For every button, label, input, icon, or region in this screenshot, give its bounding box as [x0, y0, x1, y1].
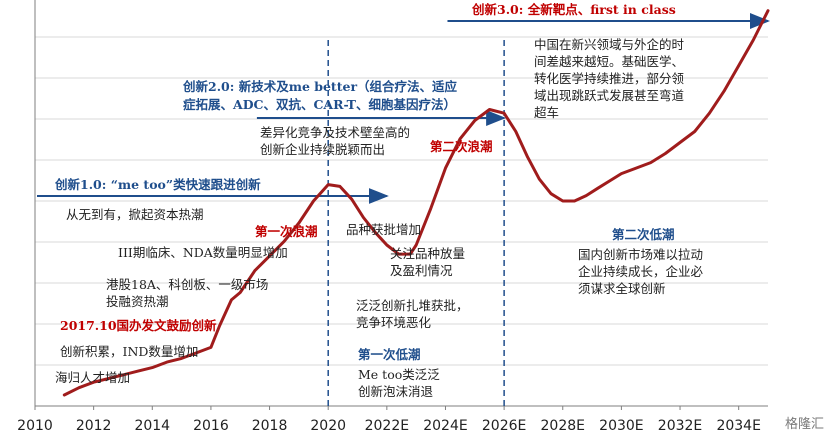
annotation-hk18a-line1: 港股18A、科创板、一级市场	[106, 277, 269, 292]
annotation-capital-boom: 从无到有，掀起资本热潮	[66, 207, 204, 222]
x-tick-label: 2026E	[482, 418, 526, 434]
annotation-global-line2: 企业持续成长，企业必	[578, 264, 704, 279]
annotation-differentiation-line2: 创新企业持续脱颖而出	[260, 142, 386, 157]
x-tick-label: 2028E	[541, 418, 585, 434]
x-tick-label: 2034E	[716, 418, 760, 434]
annotation-approvals-increase: 品种获批增加	[346, 222, 422, 237]
annotation-policy-2017: 2017.10国办发文鼓励创新	[60, 318, 217, 333]
annotation-crowded-line1: 泛泛创新扎堆获批，	[356, 298, 469, 313]
annotation-global-line1: 国内创新市场难以拉动	[578, 247, 704, 262]
x-tick-label: 2020	[310, 418, 346, 434]
annotation-differentiation-line1: 差异化竞争及技术壁垒高的	[260, 125, 411, 140]
label-first-low: 第一次低潮	[358, 347, 421, 362]
phase-header-2-line1: 创新2.0: 新技术及me better（组合疗法、适应	[183, 79, 458, 94]
annotation-gap-line4: 域出现跳跃式发展甚至弯道	[534, 88, 685, 103]
annotation-phase3-nda: III期临床、NDA数量明显增加	[118, 245, 288, 260]
phase-header-3: 创新3.0: 全新靶点、first in class	[472, 2, 676, 17]
x-tick-label: 2022E	[365, 418, 409, 434]
annotation-bubble-line2: 创新泡沫消退	[358, 384, 434, 399]
label-first-wave: 第一次浪潮	[255, 224, 318, 239]
x-tick-label: 2018	[252, 418, 288, 434]
annotation-returnee-talent: 海归人才增加	[55, 370, 131, 385]
annotation-sales-focus-line1: 关注品种放量	[390, 246, 466, 261]
x-tick-label: 2014	[134, 418, 170, 434]
annotation-crowded-line2: 竞争环境恶化	[356, 315, 432, 330]
x-tick-label: 2010	[17, 418, 53, 434]
annotation-global-line3: 须谋求全球创新	[578, 281, 666, 296]
annotation-bubble-line1: Me too类泛泛	[358, 367, 440, 382]
x-tick-label: 2012	[76, 418, 112, 434]
x-tick-label: 2016	[193, 418, 229, 434]
label-second-wave: 第二次浪潮	[430, 139, 493, 154]
annotation-gap-line3: 转化医学持续推进，部分领	[534, 71, 685, 86]
series-line	[62, 9, 770, 397]
phase-header-2-line2: 症拓展、ADC、双抗、CAR-T、细胞基因疗法）	[183, 97, 456, 112]
watermark-logo: 格隆汇	[784, 417, 824, 432]
annotation-gap-line1: 中国在新兴领域与外企的时	[534, 37, 685, 52]
annotation-gap-line5: 超车	[534, 105, 560, 120]
x-tick-label: 2032E	[658, 418, 702, 434]
annotation-ind-increase: 创新积累，IND数量增加	[60, 344, 199, 359]
annotation-gap-line2: 间差越来越短。基础医学、	[534, 54, 685, 69]
x-tick-label: 2024E	[423, 418, 467, 434]
annotation-sales-focus-line2: 及盈利情况	[390, 263, 453, 278]
label-second-low: 第二次低潮	[612, 227, 675, 242]
annotation-hk18a-line2: 投融资热潮	[106, 294, 169, 309]
phase-header-1: 创新1.0: “me too”类快速跟进创新	[55, 177, 261, 192]
x-tick-label: 2030E	[599, 418, 643, 434]
